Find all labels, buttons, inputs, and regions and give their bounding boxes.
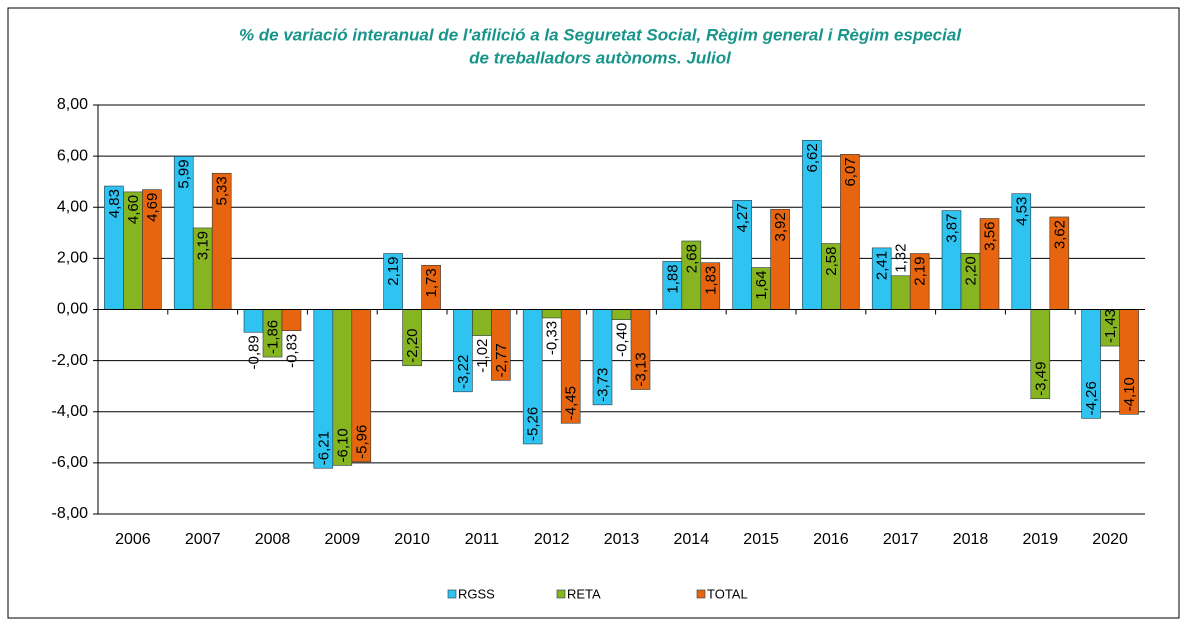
value-label: 2,58	[823, 247, 840, 276]
x-tick-label: 2019	[1023, 531, 1059, 548]
x-tick-label: 2017	[883, 531, 919, 548]
bar	[472, 309, 492, 336]
value-label: 3,92	[772, 212, 789, 241]
chart-title: % de variació interanual de l'afilició a…	[239, 25, 962, 44]
value-label: -0,33	[544, 321, 561, 355]
value-label: -3,13	[632, 352, 649, 386]
value-label: -5,96	[353, 425, 370, 459]
value-label: 1,32	[893, 244, 910, 273]
value-label: -0,83	[283, 334, 300, 368]
value-label: -4,10	[1121, 377, 1138, 411]
value-label: -1,02	[474, 339, 491, 373]
y-tick-label: 6,00	[57, 147, 88, 164]
value-label: 1,83	[702, 266, 719, 295]
bar	[541, 309, 562, 319]
value-label: 3,87	[943, 214, 960, 243]
value-label: -4,45	[563, 386, 580, 420]
y-tick-label: -6,00	[52, 454, 89, 471]
legend-label: RETA	[567, 586, 601, 601]
legend-swatch	[447, 589, 457, 599]
bar	[890, 275, 911, 310]
value-label: 6,07	[842, 157, 859, 186]
value-label: 1,73	[423, 268, 440, 297]
value-label: -3,73	[594, 368, 611, 402]
value-label: -3,49	[1032, 362, 1049, 396]
x-tick-label: 2012	[534, 531, 570, 548]
value-label: 2,19	[385, 257, 402, 286]
value-label: -1,86	[264, 320, 281, 354]
value-label: 2,68	[683, 244, 700, 273]
x-tick-label: 2009	[325, 531, 361, 548]
value-label: 5,33	[214, 176, 231, 205]
value-label: -5,26	[525, 407, 542, 441]
value-label: -2,77	[493, 343, 510, 377]
bar	[243, 309, 264, 333]
chart-title: de treballadors autònoms. Juliol	[469, 48, 732, 67]
value-label: 1,64	[753, 271, 770, 300]
value-label: -3,22	[455, 355, 472, 389]
value-label: 1,88	[664, 264, 681, 293]
x-tick-label: 2018	[953, 531, 989, 548]
y-tick-label: 0,00	[57, 301, 88, 318]
value-label: 3,19	[195, 231, 212, 260]
x-tick-label: 2020	[1092, 531, 1128, 548]
value-label: 4,60	[125, 195, 142, 224]
x-tick-label: 2008	[255, 531, 291, 548]
x-tick-label: 2007	[185, 531, 221, 548]
value-label: 3,56	[981, 221, 998, 250]
value-label: -4,26	[1083, 381, 1100, 415]
x-tick-label: 2013	[604, 531, 640, 548]
value-label: 4,27	[734, 203, 751, 232]
legend-swatch	[556, 589, 566, 599]
y-tick-label: 2,00	[57, 250, 88, 267]
value-label: -1,43	[1102, 309, 1119, 343]
value-label: 2,19	[912, 257, 929, 286]
legend-label: TOTAL	[707, 586, 748, 601]
y-tick-label: -4,00	[52, 403, 89, 420]
value-label: -6,10	[334, 428, 351, 462]
value-label: 2,41	[874, 251, 891, 280]
x-tick-label: 2015	[743, 531, 779, 548]
value-label: -2,20	[404, 329, 421, 363]
y-tick-label: 4,00	[57, 198, 88, 215]
bar	[611, 309, 632, 321]
y-tick-label: 8,00	[57, 96, 88, 113]
y-tick-label: -2,00	[52, 352, 89, 369]
value-label: 4,83	[106, 189, 123, 218]
value-label: -0,40	[613, 323, 630, 357]
legend-label: RGSS	[458, 586, 495, 601]
value-label: 4,53	[1013, 197, 1030, 226]
x-tick-label: 2014	[674, 531, 710, 548]
bar	[281, 309, 302, 332]
legend-swatch	[696, 589, 706, 599]
x-tick-label: 2016	[813, 531, 849, 548]
x-tick-label: 2010	[394, 531, 430, 548]
x-tick-label: 2006	[115, 531, 151, 548]
value-label: 4,69	[144, 193, 161, 222]
value-label: 6,62	[804, 143, 821, 172]
value-label: -6,21	[315, 431, 332, 465]
value-label: 2,20	[962, 256, 979, 285]
y-tick-label: -8,00	[52, 505, 89, 522]
value-label: -0,89	[245, 335, 262, 369]
value-label: 5,99	[176, 159, 193, 188]
value-label: 3,62	[1051, 220, 1068, 249]
x-tick-label: 2011	[465, 531, 500, 548]
